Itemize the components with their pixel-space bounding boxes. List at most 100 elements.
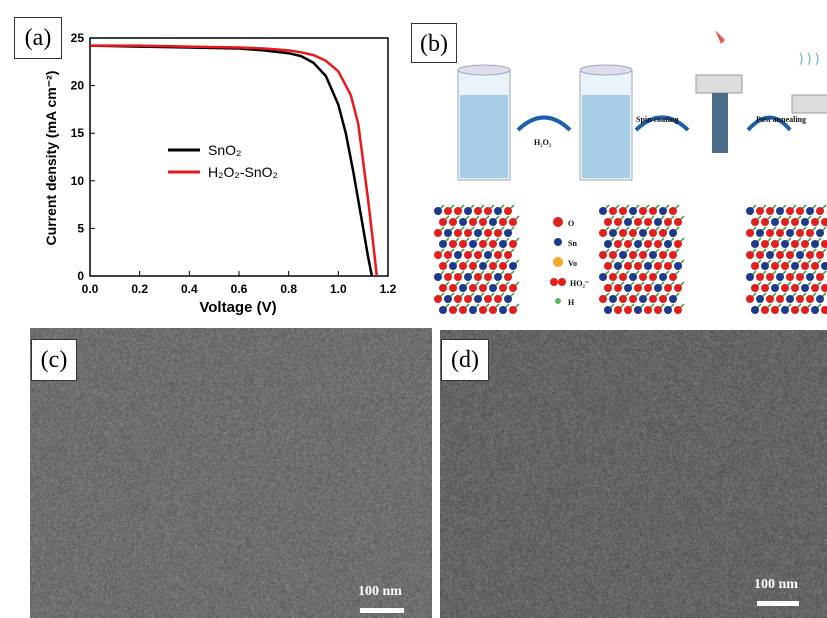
atom [479, 240, 487, 248]
atom [786, 207, 794, 215]
atom [801, 284, 809, 292]
atom [499, 306, 507, 314]
atom [439, 218, 447, 226]
atom [791, 218, 799, 226]
atom [756, 251, 764, 259]
atom [746, 295, 754, 303]
atom [664, 240, 672, 248]
atom [439, 240, 447, 248]
atom [444, 273, 452, 281]
y-tick-label: 20 [71, 79, 85, 93]
atom [624, 284, 632, 292]
atom [639, 295, 647, 303]
atom [781, 306, 789, 314]
atom [786, 273, 794, 281]
atom [669, 229, 677, 237]
y-tick-label: 15 [71, 126, 85, 140]
atom [629, 273, 637, 281]
atom [796, 295, 804, 303]
arrow-icon [518, 118, 570, 131]
atom [629, 229, 637, 237]
atom [439, 284, 447, 292]
atom [449, 284, 457, 292]
atom [654, 284, 662, 292]
atom [781, 284, 789, 292]
atom [766, 207, 774, 215]
legend-entry: H₂O₂-SnO₂ [208, 164, 278, 180]
atom [756, 295, 764, 303]
atom [599, 207, 607, 215]
crystal-lattice [434, 205, 827, 314]
series-line [90, 46, 372, 276]
atom [644, 218, 652, 226]
atom [654, 240, 662, 248]
atom [766, 229, 774, 237]
atom [624, 240, 632, 248]
atom [781, 262, 789, 270]
atom [766, 273, 774, 281]
step-label: Spin coating [636, 115, 678, 124]
atom [781, 240, 789, 248]
x-tick-label: 1.2 [380, 282, 397, 296]
atom [806, 273, 814, 281]
atom [811, 262, 819, 270]
y-tick-label: 10 [71, 174, 85, 188]
atom [614, 218, 622, 226]
atom [449, 262, 457, 270]
atom [776, 207, 784, 215]
atom [816, 251, 824, 259]
atom [821, 240, 827, 248]
atom [449, 218, 457, 226]
atom [761, 262, 769, 270]
atom [756, 273, 764, 281]
y-axis-label: Current density (mA cm⁻²) [43, 71, 59, 246]
series-lines [90, 46, 377, 276]
atom [791, 240, 799, 248]
atom [504, 295, 512, 303]
y-tick-label: 0 [77, 269, 84, 283]
x-tick-label: 0.2 [131, 282, 148, 296]
sem-image-d: 100 nm [440, 330, 827, 618]
panel-label-a: (a) [14, 17, 62, 59]
atom [609, 229, 617, 237]
atom [786, 229, 794, 237]
atom [639, 229, 647, 237]
legend: SnO₂H₂O₂-SnO₂ [168, 142, 278, 180]
atom [509, 262, 517, 270]
atom [669, 295, 677, 303]
atom [751, 306, 759, 314]
scale-bar [757, 601, 799, 606]
atom [509, 218, 517, 226]
atom [796, 207, 804, 215]
atom [669, 251, 677, 259]
atom [614, 284, 622, 292]
atom [609, 273, 617, 281]
atom [644, 262, 652, 270]
atom [444, 229, 452, 237]
atom [816, 273, 824, 281]
y-tick-label: 25 [71, 31, 85, 45]
beaker-icon [580, 65, 632, 180]
atom [629, 295, 637, 303]
atom [434, 295, 442, 303]
x-axis-label: Voltage (V) [199, 299, 276, 316]
substrate-icon [792, 53, 827, 113]
atom [489, 240, 497, 248]
scale-bar [360, 608, 404, 613]
atom [761, 284, 769, 292]
step-label: H₂O₂ [534, 138, 552, 147]
series-line [90, 46, 377, 276]
atom [454, 251, 462, 259]
atom [771, 262, 779, 270]
atom [674, 218, 682, 226]
atom [599, 229, 607, 237]
atom [624, 218, 632, 226]
atom [434, 207, 442, 215]
atom [806, 295, 814, 303]
atom [644, 240, 652, 248]
scale-bar-label: 100 nm [754, 577, 798, 593]
atom [761, 218, 769, 226]
atom [751, 284, 759, 292]
atom [659, 207, 667, 215]
atom [494, 273, 502, 281]
